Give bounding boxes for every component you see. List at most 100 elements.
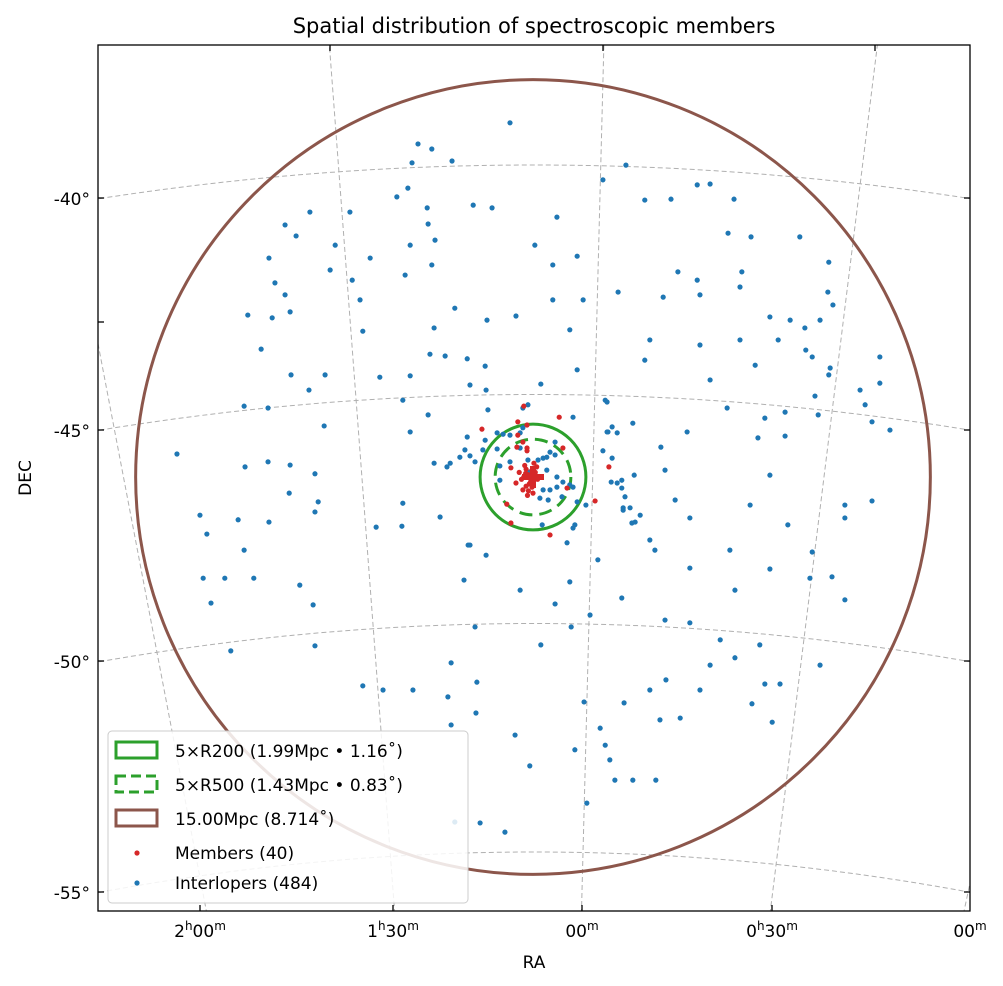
interloper-point [581,699,587,705]
interloper-point [532,242,538,248]
interloper-point [677,715,683,721]
interloper-point [442,353,448,359]
interloper-point [817,662,823,668]
interloper-point [587,612,593,618]
interloper-point [538,381,544,387]
interloper-point [432,237,438,243]
interloper-point [445,694,451,700]
circle-r500 [493,437,573,517]
interloper-point [707,181,713,187]
interloper-point [717,637,723,643]
interloper-point [560,479,566,485]
interloper-point [287,462,293,468]
interloper-point [668,196,674,202]
member-point [531,460,537,466]
interloper-point [405,185,411,191]
interloper-point [623,162,629,168]
x-tick-labels: 2h00m 1h30m 00m 0h30m 00m [174,919,987,942]
interloper-point [725,230,731,236]
interloper-point [785,522,791,528]
legend: 5×R200 (1.99Mpc • 1.16˚) 5×R500 (1.43Mpc… [107,730,469,904]
interloper-point [494,446,500,452]
plot-frame [97,44,971,912]
y-axis-label: DEC [16,460,36,496]
interloper-point [658,444,664,450]
interloper-point [842,502,848,508]
y-tick-label: -50° [54,653,90,673]
interloper-point [597,725,603,731]
legend-r500-swatch [114,774,159,794]
interloper-point [608,479,614,485]
interloper-point [538,642,544,648]
interloper-point [269,315,275,321]
interloper-point [245,312,251,318]
interloper-point [429,146,435,152]
interloper-point [630,420,636,426]
interloper-point [570,525,576,531]
interloper-point [494,430,500,436]
interloper-point [817,317,823,323]
interloper-point [507,120,513,126]
x-axis-label: RA [523,953,546,973]
interloper-point [461,577,467,583]
interloper-point [288,372,294,378]
interloper-point [347,209,353,215]
interloper-point [762,681,768,687]
legend-label-interlopers: Interlopers (484) [175,874,318,894]
interloper-point [251,575,257,581]
interloper-point [602,742,608,748]
interloper-point [600,448,606,454]
interloper-point [497,463,503,469]
interloper-point [567,327,573,333]
y-tick-label: -55° [54,884,90,904]
interloper-point [675,269,681,275]
interloper-point [631,472,637,478]
interloper-point [464,434,470,440]
legend-interlopers-marker [134,880,140,886]
interloper-point [457,454,463,460]
interloper-point [287,309,293,315]
interloper-point [297,582,303,588]
interloper-point [431,460,437,466]
interloper-point [554,484,560,490]
y-tick-labels: -40° -45° -50° -55° [54,190,90,904]
interloper-point [782,433,788,439]
member-point [530,490,536,496]
interloper-point [321,423,327,429]
interloper-point [357,297,363,303]
interloper-point [437,514,443,520]
interloper-point [525,402,531,408]
interloper-point [568,624,574,630]
interloper-point [732,655,738,661]
member-point [515,419,521,425]
interloper-point [642,357,648,363]
interloper-point [687,515,693,521]
interloper-point [242,464,248,470]
interloper-point [627,505,633,511]
interloper-point [830,302,836,308]
interloper-point [315,499,321,505]
interloper-point [483,387,489,393]
interloper-point [609,455,615,461]
interloper-point [621,700,627,706]
interloper-point [797,234,803,240]
interloper-point [552,439,558,445]
interloper-point [483,552,489,558]
interloper-point [552,452,558,458]
interloper-point [662,467,668,473]
interloper-point [615,289,621,295]
interloper-point [380,687,386,693]
interloper-point [755,435,761,441]
x-tick-label: 2h00m [174,919,226,942]
member-point [520,487,526,493]
interloper-point [619,477,625,483]
interloper-point [282,222,288,228]
interloper-point [632,519,638,525]
interloper-point [842,515,848,521]
interloper-point [464,356,470,362]
interloper-point [684,429,690,435]
interloper-point [467,453,473,459]
interloper-point [449,158,455,164]
interloper-point [584,800,590,806]
chart-title: Spatial distribution of spectroscopic me… [293,14,776,38]
